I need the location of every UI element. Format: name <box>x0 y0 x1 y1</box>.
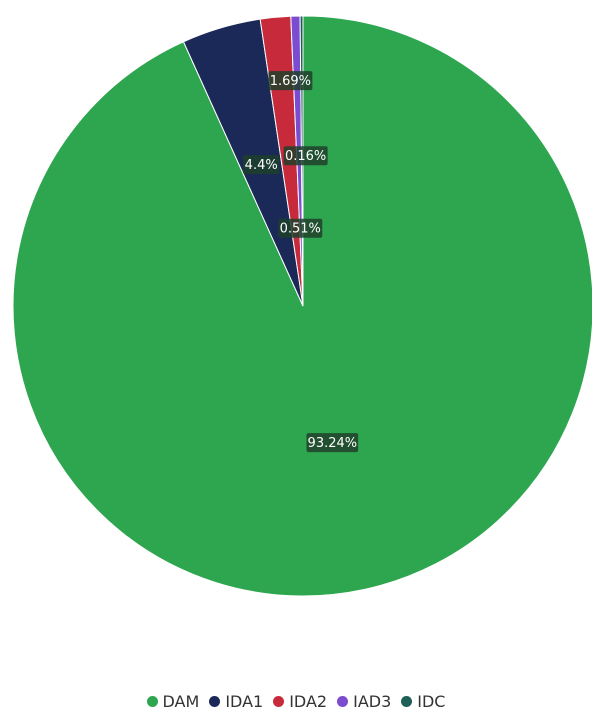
data-label-text: 1.69% <box>270 74 311 89</box>
data-label-text: 0.51% <box>280 222 321 237</box>
legend-label: IDA2 <box>289 692 328 711</box>
data-label-text: 93.24% <box>308 436 358 451</box>
data-label-dam: 93.24% <box>306 433 359 453</box>
data-label-bg <box>278 218 323 238</box>
legend-item-ida2[interactable]: IDA2 <box>273 692 327 711</box>
legend-label: DAM <box>162 692 200 711</box>
legend-dot-icon <box>209 696 221 707</box>
data-label-bg <box>306 433 359 453</box>
legend-label: IDA1 <box>225 692 264 711</box>
data-label-iad3: 0.51% <box>278 218 323 238</box>
data-label-text: 0.16% <box>285 149 326 164</box>
pie-labels: 93.24% 4.4% 1.69% 0.51% 0.16% <box>243 71 359 453</box>
data-label-text: 4.4% <box>245 158 278 173</box>
legend-item-ida1[interactable]: IDA1 <box>209 692 263 711</box>
data-label-bg <box>243 155 280 175</box>
data-label-ida1: 4.4% <box>243 155 280 175</box>
legend-dot-icon <box>337 696 349 707</box>
legend-dot-icon <box>401 696 413 707</box>
data-label-idc: 0.16% <box>283 146 328 166</box>
data-label-ida2: 1.69% <box>268 71 313 91</box>
legend-dot-icon <box>146 696 158 707</box>
legend: DAM IDA1 IDA2 IAD3 IDC <box>0 692 592 711</box>
pie-slices <box>12 15 592 597</box>
data-label-bg <box>283 146 328 166</box>
legend-item-iad3[interactable]: IAD3 <box>337 692 391 711</box>
legend-dot-icon <box>273 696 285 707</box>
legend-label: IAD3 <box>353 692 392 711</box>
legend-item-idc[interactable]: IDC <box>401 692 445 711</box>
legend-label: IDC <box>417 692 446 711</box>
legend-item-dam[interactable]: DAM <box>146 692 200 711</box>
data-label-bg <box>268 71 313 91</box>
